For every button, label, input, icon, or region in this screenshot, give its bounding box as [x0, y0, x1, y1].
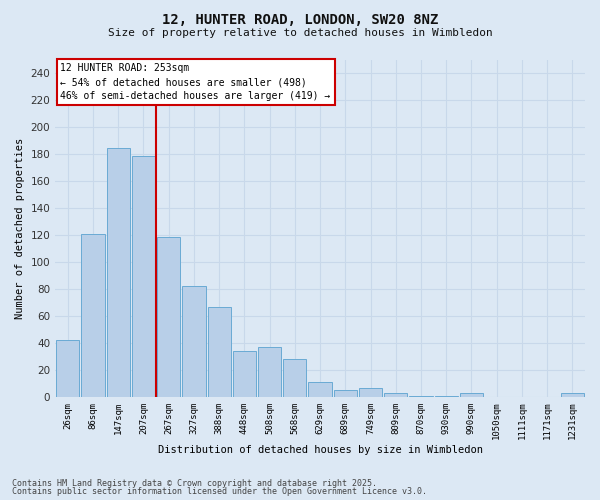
X-axis label: Distribution of detached houses by size in Wimbledon: Distribution of detached houses by size …	[158, 445, 482, 455]
Bar	[157, 236, 181, 397]
Bar	[233, 351, 256, 397]
Bar	[384, 393, 407, 397]
Bar	[132, 156, 155, 397]
Bar	[409, 396, 433, 397]
Text: Size of property relative to detached houses in Wimbledon: Size of property relative to detached ho…	[107, 28, 493, 38]
Bar	[359, 388, 382, 397]
Bar	[107, 148, 130, 397]
Text: 12 HUNTER ROAD: 253sqm
← 54% of detached houses are smaller (498)
46% of semi-de: 12 HUNTER ROAD: 253sqm ← 54% of detached…	[61, 64, 331, 102]
Bar	[258, 347, 281, 397]
Bar	[334, 390, 357, 397]
Text: Contains HM Land Registry data © Crown copyright and database right 2025.: Contains HM Land Registry data © Crown c…	[12, 478, 377, 488]
Bar	[82, 234, 104, 397]
Y-axis label: Number of detached properties: Number of detached properties	[15, 138, 25, 319]
Bar	[308, 382, 332, 397]
Bar	[561, 393, 584, 397]
Bar	[434, 396, 458, 397]
Text: 12, HUNTER ROAD, LONDON, SW20 8NZ: 12, HUNTER ROAD, LONDON, SW20 8NZ	[162, 12, 438, 26]
Bar	[283, 359, 307, 397]
Bar	[182, 286, 206, 397]
Bar	[460, 393, 483, 397]
Bar	[56, 340, 79, 397]
Bar	[208, 306, 231, 397]
Text: Contains public sector information licensed under the Open Government Licence v3: Contains public sector information licen…	[12, 487, 427, 496]
